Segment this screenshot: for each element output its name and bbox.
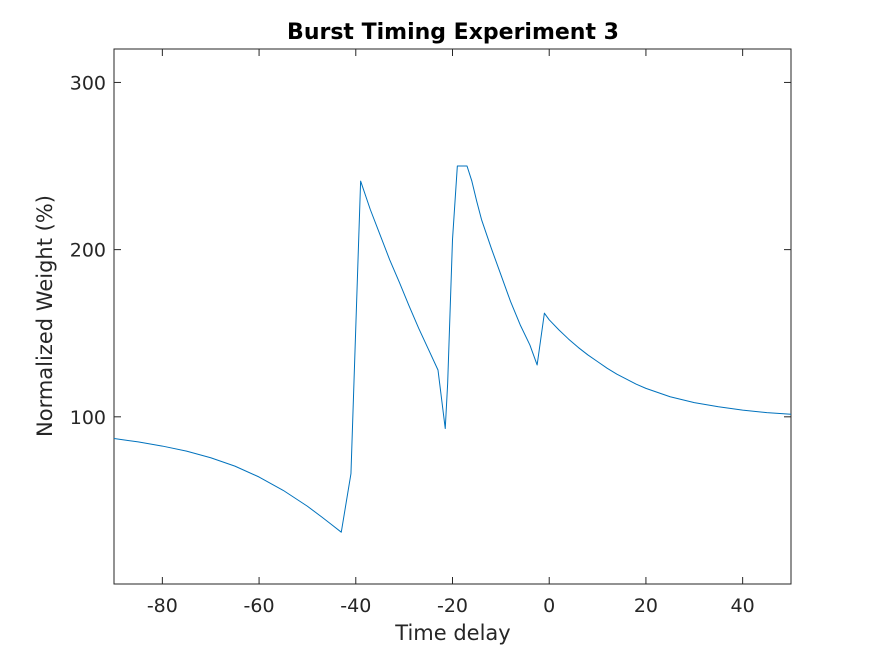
x-tick-label: -80 — [147, 595, 178, 617]
x-tick-label: 40 — [731, 595, 755, 617]
y-tick-label: 100 — [70, 407, 106, 429]
y-axis-label: Normalized Weight (%) — [33, 195, 57, 437]
plot-area — [113, 48, 792, 585]
x-tick-label: -60 — [244, 595, 275, 617]
x-tick-label: 20 — [634, 595, 658, 617]
x-axis: -80 -60 -40 -20 0 20 40 — [147, 49, 755, 617]
y-tick-label: 300 — [70, 72, 106, 94]
x-tick-label: -40 — [340, 595, 371, 617]
chart-title: Burst Timing Experiment 3 — [287, 20, 619, 45]
plot-layer — [113, 165, 792, 533]
x-axis-label: Time delay — [394, 621, 510, 645]
x-tick-label: 0 — [543, 595, 555, 617]
series-line — [113, 165, 792, 533]
y-axis: 100 200 300 — [70, 72, 791, 429]
y-tick-label: 200 — [70, 240, 106, 262]
x-tick-label: -20 — [437, 595, 468, 617]
